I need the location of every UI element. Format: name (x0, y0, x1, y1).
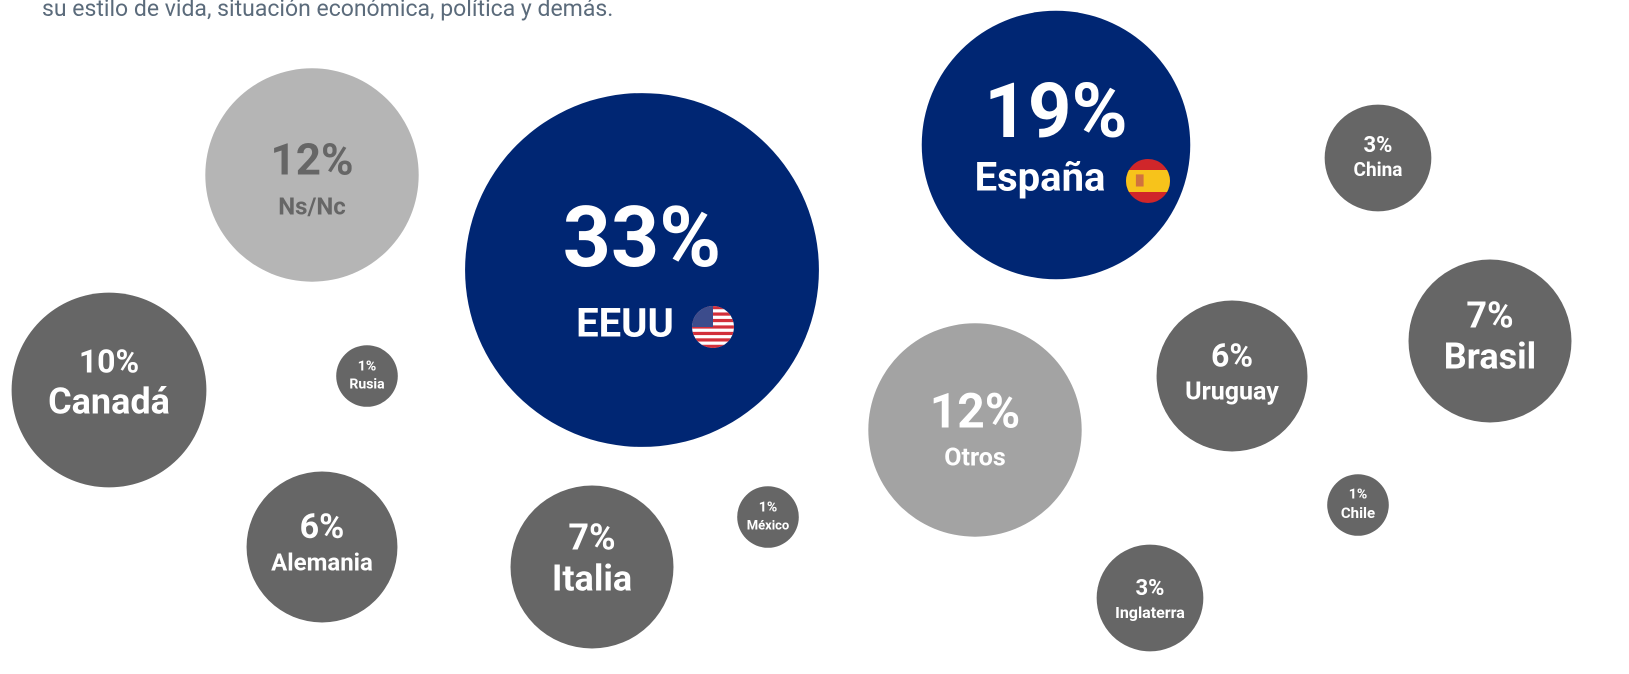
category-label: Inglaterra (1115, 603, 1185, 622)
value-label: 6% (1211, 336, 1253, 374)
bubble (11, 292, 207, 488)
bubble (1324, 104, 1432, 212)
category-label: Brasil (1444, 336, 1536, 378)
category-label: China (1354, 158, 1403, 181)
value-label: 19% (984, 66, 1127, 156)
value-label: 3% (1136, 576, 1165, 601)
value-label: 1% (358, 359, 376, 375)
subtitle: su estilo de vida, situación económica, … (42, 0, 613, 22)
value-label: 3% (1364, 133, 1393, 158)
value-label: 12% (930, 383, 1021, 440)
value-label: 6% (300, 507, 345, 547)
flag-stripe (692, 331, 734, 336)
category-label: EEUU (576, 300, 674, 347)
category-label: Italia (552, 558, 632, 600)
bubble (868, 323, 1082, 537)
category-label: Chile (1341, 504, 1375, 522)
flag-band (1126, 170, 1170, 192)
value-label: 33% (563, 188, 721, 287)
category-label: México (747, 518, 790, 533)
bubble (246, 471, 398, 623)
value-label: 10% (79, 342, 139, 380)
category-label: Rusia (349, 377, 385, 393)
bubble (205, 68, 419, 282)
bubble (1096, 544, 1204, 652)
value-label: 1% (1349, 487, 1367, 503)
bubble (1156, 300, 1308, 452)
category-label: España (975, 154, 1106, 201)
bubble (336, 345, 398, 407)
bubble (1408, 259, 1572, 423)
bubble (737, 486, 799, 548)
value-label: 7% (1466, 295, 1513, 337)
flag-stripe (692, 338, 734, 342)
flag (1126, 159, 1170, 203)
category-label: Alemania (271, 548, 373, 576)
flag-emblem (1135, 174, 1144, 187)
bubble (465, 93, 819, 447)
bubble (510, 485, 674, 649)
flag (692, 306, 734, 348)
bubble (921, 10, 1191, 280)
category-label: Uruguay (1185, 378, 1279, 407)
category-label: Otros (944, 444, 1005, 473)
value-label: 1% (759, 500, 777, 516)
flag-stripe (692, 344, 734, 348)
category-label: Canadá (48, 381, 170, 423)
bubble (1327, 474, 1389, 536)
value-label: 12% (270, 134, 353, 186)
category-label: Ns/Nc (278, 192, 346, 220)
value-label: 7% (568, 517, 615, 559)
